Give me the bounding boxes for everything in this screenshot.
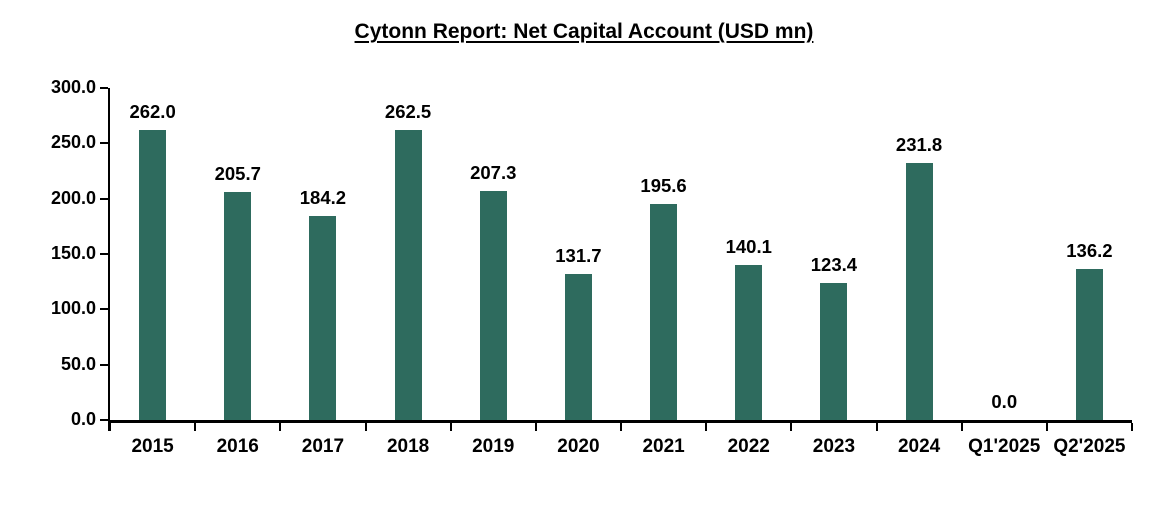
- y-tick-label: 200.0: [50, 187, 96, 208]
- x-tick-label-Q1'2025: Q1'2025: [968, 436, 1041, 457]
- value-label-2017: 184.2: [299, 187, 347, 209]
- value-label-2020: 131.7: [555, 245, 602, 267]
- value-label-2015: 262.0: [129, 101, 176, 123]
- x-axis-tick: [364, 423, 367, 431]
- x-axis-tick: [1045, 423, 1048, 431]
- value-label-2016: 205.7: [214, 163, 261, 185]
- bar-2023: [820, 283, 848, 420]
- y-axis-tick: [100, 253, 108, 255]
- value-label-2018: 262.5: [384, 100, 432, 122]
- x-axis-tick: [875, 423, 878, 431]
- x-tick-label-2023: 2023: [812, 436, 856, 457]
- value-label-Q2'2025: 136.2: [1066, 240, 1113, 262]
- x-axis-tick: [194, 423, 197, 431]
- y-tick-label: 100.0: [50, 298, 96, 319]
- y-axis-tick: [100, 142, 108, 145]
- y-tick-label: 50.0: [60, 353, 96, 374]
- x-tick-label-2015: 2015: [131, 436, 174, 457]
- chart-title: Cytonn Report: Net Capital Account (USD …: [354, 20, 814, 43]
- bar-2021: [650, 203, 678, 420]
- value-label-Q1'2025: 0.0: [991, 391, 1018, 412]
- x-axis-tick: [449, 423, 452, 431]
- bar-2020: [564, 274, 592, 420]
- value-label-2021: 195.6: [640, 174, 687, 196]
- bar-2015: [139, 130, 167, 420]
- x-axis-tick: [790, 423, 793, 431]
- y-tick-label: 250.0: [50, 132, 96, 153]
- bar-2022: [735, 264, 763, 420]
- plot-area: 0.0 50.0 100.0 150.0 200.0 250.0 300.0 262.0 201…: [51, 77, 1133, 457]
- y-axis-tick: [100, 308, 108, 311]
- x-tick-label-2017: 2017: [301, 436, 345, 457]
- bar-2024: [905, 163, 933, 420]
- x-axis-tick: [960, 423, 963, 431]
- value-label-2024: 231.8: [895, 134, 943, 156]
- x-tick-label-Q2'2025: Q2'2025: [1053, 436, 1126, 457]
- x-tick-label-2018: 2018: [386, 436, 430, 457]
- x-tick-label-2016: 2016: [216, 436, 259, 457]
- bar-2019: [479, 190, 507, 420]
- x-axis-tick: [109, 423, 111, 431]
- value-label-2023: 123.4: [810, 254, 858, 276]
- y-axis-tick: [100, 363, 108, 366]
- x-axis-tick: [705, 423, 708, 431]
- value-label-2022: 140.1: [725, 235, 772, 257]
- x-tick-label-2019: 2019: [472, 436, 515, 457]
- x-tick-label-2021: 2021: [642, 436, 685, 457]
- x-tick-label-2022: 2022: [727, 436, 770, 457]
- x-axis-tick: [620, 423, 622, 431]
- bar-2017: [309, 216, 337, 420]
- value-label-2019: 207.3: [470, 161, 517, 183]
- x-axis-tick: [279, 423, 282, 431]
- x-axis-tick: [534, 423, 537, 431]
- y-tick-label: 150.0: [50, 243, 96, 263]
- bar-Q2'2025: [1075, 269, 1103, 420]
- x-tick-label-2024: 2024: [897, 436, 941, 457]
- y-tick-label: 300.0: [50, 77, 96, 97]
- y-axis-tick: [100, 419, 108, 421]
- bar-2018: [394, 129, 422, 420]
- x-axis-tick: [1131, 423, 1133, 431]
- x-tick-label-2020: 2020: [557, 436, 600, 457]
- y-axis-tick: [100, 197, 108, 200]
- y-axis-tick: [100, 87, 108, 89]
- bar-2016: [224, 192, 252, 420]
- y-tick-label: 0.0: [70, 409, 96, 429]
